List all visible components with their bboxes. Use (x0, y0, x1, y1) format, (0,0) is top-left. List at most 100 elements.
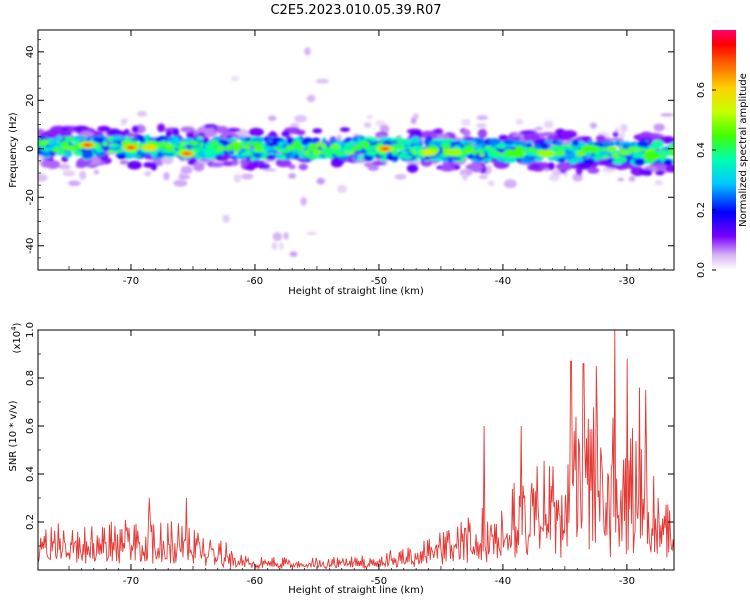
spectrogram-band-cell (615, 140, 620, 147)
spectrogram-faint-cell (315, 78, 330, 84)
spectrogram-hotspot-core (382, 147, 389, 151)
spectrogram-halo-cell (439, 164, 456, 172)
spectrogram-band-cell (186, 146, 192, 151)
spectrogram-mid-cell (216, 145, 225, 151)
spectrogram-y-axis-label: Frequency (Hz) (8, 112, 19, 188)
spectrogram-faint-cell (476, 115, 489, 121)
spectrogram-faint-cell (476, 123, 487, 128)
spectrogram-faint-cell (62, 170, 76, 177)
spectrogram-faint-cell (304, 47, 311, 56)
spectrogram-band-cell (238, 135, 245, 141)
snr-x-tick-label: -70 (123, 576, 139, 587)
spectrogram-halo-cell (330, 158, 344, 168)
spectrogram-halo-cell (587, 167, 600, 174)
spectrogram-mid-cell (601, 155, 610, 159)
spectrogram-mid-cell (479, 153, 485, 157)
spectrogram-faint-cell (272, 232, 283, 242)
spectrogram-band-cell (116, 152, 127, 160)
snr-x-axis-label: Height of straight line (km) (288, 585, 424, 596)
spectrogram-band-cell (157, 151, 163, 157)
spectrogram-halo-cell (45, 129, 63, 136)
spectrogram-band-cell (503, 139, 516, 145)
spectrogram-halo-cell (639, 169, 653, 176)
spectrogram-y-ticks: -40 -20 0 20 40 (25, 39, 674, 259)
spectrogram-mid-cell (240, 141, 246, 145)
spectrogram-faint-cell (620, 123, 628, 133)
spectrogram-band-cell (388, 155, 400, 160)
spectrogram-mid-cell (272, 146, 280, 151)
spectrogram-band-cell (168, 135, 180, 144)
spectrogram-mid-cell (575, 150, 587, 157)
spectrogram-mid-cell (350, 145, 363, 151)
spectrogram-mid-cell (366, 151, 377, 156)
spectrogram-band-cell (573, 156, 584, 163)
spectrogram-band-cell (270, 137, 284, 142)
spectrogram-mid-cell (440, 143, 452, 149)
spectrogram-mid-cell (107, 149, 114, 154)
spectrogram-faint-cell (294, 115, 307, 123)
spectrogram-band-cell (582, 158, 595, 165)
spectrogram-band-cell (266, 146, 273, 151)
spectrogram-band-cell (440, 156, 450, 162)
spectrogram-band-cell (203, 147, 214, 156)
spectrogram-band-cell (670, 142, 674, 149)
spectrogram-faint-cell (461, 118, 471, 127)
spectrogram-x-ticks: -70 -60 -50 -40 -30 (68, 30, 665, 287)
spectrogram-mid-cell (598, 147, 606, 152)
snr-y-tick-label: 0.8 (25, 370, 36, 386)
spectrogram-halo-cell (529, 163, 541, 169)
spectrogram-faint-cell (660, 113, 674, 117)
spectrogram-mid-cell (327, 147, 333, 153)
spectrogram-mid-cell (254, 146, 264, 152)
snr-series-line (38, 330, 674, 570)
spectrogram-band-cell (397, 151, 410, 155)
spectrogram-band-cell (598, 144, 604, 148)
spectrogram-hotspot-core (127, 146, 134, 149)
spectrogram-halo-cell (665, 164, 674, 173)
spectrogram-faint-cell (290, 122, 300, 129)
spectrogram-mid-cell (611, 152, 620, 158)
colorbar-ticks: 0.0 0.2 0.4 0.6 (696, 82, 716, 278)
spectrogram-faint-cell (337, 134, 342, 142)
spectrogram-faint-cell (549, 173, 560, 182)
spectrogram-mid-cell (309, 142, 316, 149)
spectrogram-halo-cell (209, 162, 225, 168)
spectrogram-halo-cell (248, 127, 264, 137)
spectrogram-mid-cell (606, 146, 618, 153)
spectrogram-faint-cell (503, 179, 517, 189)
spectrogram-faint-cell (289, 251, 298, 257)
spectrogram-band-cell (557, 157, 566, 163)
spectrogram-halo-cell (72, 125, 90, 133)
spectrogram-halo-cell (298, 163, 309, 171)
spectrogram-faint-cell (283, 232, 289, 240)
spectrogram-band-cell (131, 137, 141, 142)
spectrogram-mid-cell (567, 144, 572, 151)
spectrogram-mid-cell (464, 148, 476, 154)
spectrogram-band-cell (356, 156, 365, 161)
spectrogram-faint-cell (410, 117, 417, 125)
spectrogram-halo-cell (462, 129, 471, 137)
spectrogram-hotspot-core (512, 152, 519, 156)
spectrogram-mid-cell (302, 150, 310, 155)
spectrogram-faint-cell (589, 122, 598, 129)
spectrogram-faint-cell (288, 173, 297, 179)
spectrogram-mid-cell (138, 142, 145, 146)
spectrogram-halo-cell (119, 160, 129, 165)
spectrogram-faint-cell (337, 184, 348, 194)
snr-y-ticks: 0.2 0.4 0.6 0.8 1.0 (25, 322, 674, 547)
spectrogram-mid-cell (661, 148, 667, 153)
spectrogram-band-cell (614, 156, 627, 163)
spectrogram-mid-cell (40, 139, 49, 146)
spectrogram-band-cell (402, 155, 413, 160)
snr-x-tick-label: -40 (495, 576, 511, 587)
spectrogram-hotspot-core (425, 151, 432, 154)
spectrogram-band-cell (196, 136, 204, 141)
spectrogram-mid-cell (312, 149, 323, 156)
snr-y-multiplier: (x104) (10, 322, 23, 353)
spectrogram-band-cell (151, 154, 157, 158)
page-title: C2E5.2023.010.05.39.R07 (270, 3, 441, 18)
spectrogram-band-cell (195, 154, 203, 160)
spectrogram-mid-cell (115, 148, 122, 154)
spectrogram-halo-cell (240, 158, 247, 168)
